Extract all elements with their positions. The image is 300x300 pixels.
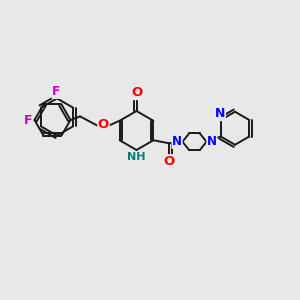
Text: O: O — [164, 155, 175, 168]
Text: NH: NH — [127, 152, 146, 162]
Text: N: N — [215, 107, 225, 121]
Text: F: F — [52, 85, 61, 98]
Text: F: F — [24, 113, 32, 127]
Text: N: N — [207, 135, 217, 148]
Text: N: N — [172, 135, 182, 148]
Text: O: O — [131, 86, 142, 100]
Text: O: O — [98, 118, 109, 131]
